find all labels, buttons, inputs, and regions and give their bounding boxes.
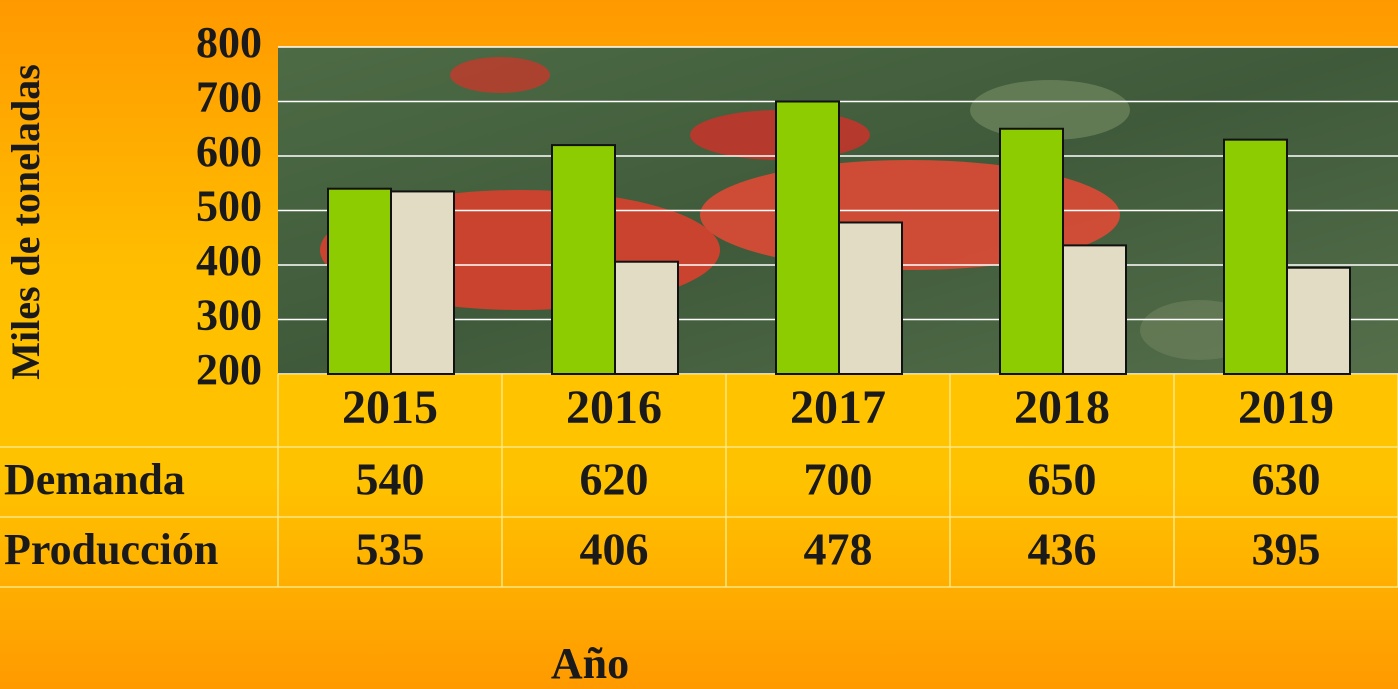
bar	[328, 189, 391, 374]
legend-label: Demanda	[4, 455, 185, 504]
table-value: 620	[580, 454, 649, 505]
table-value: 478	[804, 524, 873, 575]
x-tick-label: 2019	[1238, 381, 1334, 434]
legend-label: Producción	[4, 525, 218, 574]
x-axis-title: Año	[551, 639, 629, 688]
bar	[1063, 245, 1126, 374]
table-value: 540	[356, 454, 425, 505]
y-tick-label: 400	[196, 236, 262, 285]
bar	[839, 222, 902, 374]
x-tick-label: 2015	[342, 381, 438, 434]
table-value: 406	[580, 524, 649, 575]
bar	[391, 191, 454, 374]
y-tick-label: 300	[196, 291, 262, 340]
bar	[552, 145, 615, 374]
x-tick-label: 2018	[1014, 381, 1110, 434]
bar	[615, 262, 678, 374]
bar	[776, 102, 839, 375]
table-value: 650	[1028, 454, 1097, 505]
table-value: 700	[804, 454, 873, 505]
table-value: 630	[1252, 454, 1321, 505]
y-tick-label: 200	[196, 345, 262, 394]
y-axis-title: Miles de toneladas	[3, 64, 48, 380]
y-tick-label: 500	[196, 182, 262, 231]
x-tick-label: 2016	[566, 381, 662, 434]
table-value: 395	[1252, 524, 1321, 575]
y-tick-label: 600	[196, 127, 262, 176]
table-value: 535	[356, 524, 425, 575]
bar	[1224, 140, 1287, 374]
chart: Miles de toneladas Año 200 300 400 500 600 70…	[0, 0, 1398, 689]
y-tick-label: 800	[196, 18, 262, 67]
table-value: 436	[1028, 524, 1097, 575]
x-tick-label: 2017	[790, 381, 886, 434]
y-tick-label: 700	[196, 73, 262, 122]
bar	[1000, 129, 1063, 374]
bar	[1287, 268, 1350, 374]
